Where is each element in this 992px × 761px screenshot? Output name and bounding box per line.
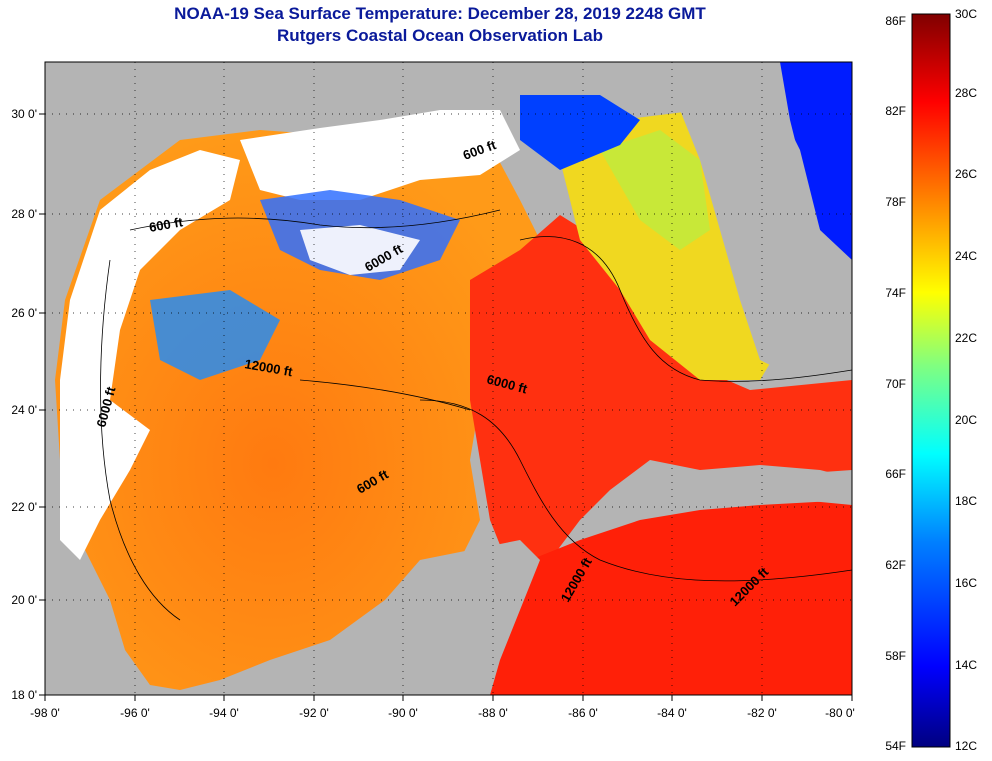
- lat-label: 18 0': [11, 688, 37, 702]
- colorbar-c-label: 24C: [955, 249, 977, 263]
- map-imagery: [45, 62, 852, 695]
- cloud-sw: [60, 400, 150, 560]
- lat-label: 26 0': [11, 306, 37, 320]
- colorbar-f-label: 78F: [885, 195, 906, 209]
- colorbar-c-label: 20C: [955, 413, 977, 427]
- florida-land: [680, 62, 835, 375]
- map-border: [44, 61, 853, 696]
- florida-shelf-water-2: [600, 130, 710, 250]
- lon-label: -98 0': [30, 706, 60, 720]
- cloud-blue-edge: [150, 290, 280, 380]
- caribbean-water: [490, 500, 852, 695]
- lon-label: -88 0': [478, 706, 508, 720]
- lat-label: 22 0': [11, 500, 37, 514]
- map-subtitle: Rutgers Coastal Ocean Observation Lab: [277, 26, 603, 45]
- lon-label: -86 0': [568, 706, 598, 720]
- colorbar-f-label: 66F: [885, 467, 906, 481]
- colorbar-f-label: 74F: [885, 286, 906, 300]
- colorbar-f-label: 86F: [885, 14, 906, 28]
- lat-label: 30 0': [11, 107, 37, 121]
- yucatan-land: [300, 540, 540, 695]
- colorbar-f-label: 58F: [885, 649, 906, 663]
- colorbar-f-label: 70F: [885, 377, 906, 391]
- atlantic-water: [780, 62, 852, 260]
- axis-ticks: [39, 113, 853, 701]
- colorbar-c-label: 28C: [955, 86, 977, 100]
- lon-label: -94 0': [209, 706, 239, 720]
- colorbar-c-label: 16C: [955, 576, 977, 590]
- colorbar-f-label: 62F: [885, 558, 906, 572]
- lat-label: 28 0': [11, 207, 37, 221]
- lon-label: -84 0': [657, 706, 687, 720]
- map-title: NOAA-19 Sea Surface Temperature: Decembe…: [174, 4, 706, 23]
- cuba-land: [650, 465, 852, 510]
- lon-label: -90 0': [388, 706, 418, 720]
- colorbar-f-label: 54F: [885, 739, 906, 753]
- cloud-streaks-2: [300, 225, 420, 275]
- gulf-east-water: [470, 215, 852, 570]
- colorbar-c-label: 18C: [955, 494, 977, 508]
- graticule: [45, 62, 852, 695]
- colorbar-c-label: 22C: [955, 331, 977, 345]
- lon-label: -80 0': [825, 706, 855, 720]
- contour-label: 600 ft: [148, 214, 185, 235]
- cloud-north: [240, 110, 520, 200]
- lat-label: 24 0': [11, 403, 37, 417]
- colorbar-f-label: 82F: [885, 104, 906, 118]
- colorbar-c-label: 26C: [955, 167, 977, 181]
- bathymetry-contours: [100, 209, 853, 621]
- colorbar: [911, 13, 951, 748]
- lon-label: -82 0': [747, 706, 777, 720]
- cloud-west: [60, 150, 240, 530]
- lon-label: -96 0': [120, 706, 150, 720]
- lon-label: -92 0': [299, 706, 329, 720]
- lat-label: 20 0': [11, 593, 37, 607]
- colorbar-c-label: 14C: [955, 658, 977, 672]
- colorbar-c-label: 30C: [955, 7, 977, 21]
- colorbar-c-label: 12C: [955, 739, 977, 753]
